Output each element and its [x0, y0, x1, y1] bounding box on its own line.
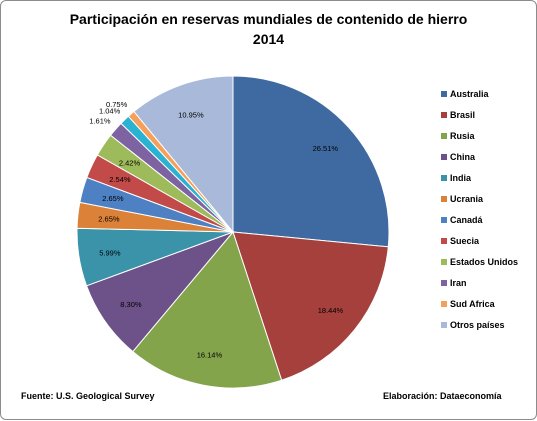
- legend-item-estados-unidos: Estados Unidos: [441, 256, 518, 268]
- legend-label: Estados Unidos: [450, 257, 519, 267]
- legend-item-otros-paises: Otros países: [441, 319, 505, 331]
- data-label-canada: 2.65%: [102, 194, 124, 203]
- legend-item-canada: Canadá: [441, 214, 483, 226]
- legend-label: Iran: [450, 278, 467, 288]
- legend-label: Sud Africa: [450, 299, 495, 309]
- legend-swatch: [441, 154, 447, 160]
- chart-title-line-1: Participación en reservas mundiales de c…: [69, 11, 468, 27]
- legend-item-ucrania: Ucrania: [441, 193, 483, 205]
- legend-swatch: [441, 175, 447, 181]
- legend-item-iran: Iran: [441, 277, 467, 289]
- data-label-sud-africa: 1.04%: [99, 106, 121, 115]
- legend-item-suecia: Suecia: [441, 235, 479, 247]
- data-label-brasil: 18.44%: [318, 306, 344, 315]
- legend-label: Suecia: [450, 236, 480, 246]
- data-label-india: 5.99%: [99, 248, 121, 257]
- chart-title: Participación en reservas mundiales de c…: [1, 9, 536, 49]
- data-label-suecia: 2.54%: [109, 175, 131, 184]
- data-label-ucrania: 2.65%: [98, 215, 120, 224]
- legend-swatch: [441, 301, 447, 307]
- pie-slice-brasil: [232, 231, 389, 381]
- footer-credit: Elaboración: Dataeconomía: [383, 391, 502, 401]
- pie-slice-otros-paises-resto: [133, 75, 234, 234]
- legend-item-sud-africa: Sud Africa: [441, 298, 495, 310]
- pie-slice-rusia: [132, 230, 283, 389]
- data-label-iran: 1.61%: [89, 117, 111, 126]
- legend-swatch: [441, 133, 447, 139]
- legend-swatch: [441, 196, 447, 202]
- legend-swatch: [441, 217, 447, 223]
- data-label-china: 8.30%: [120, 300, 142, 309]
- legend-swatch: [441, 112, 447, 118]
- legend-label: Australia: [450, 89, 489, 99]
- legend-item-india: India: [441, 172, 471, 184]
- data-label-rusia: 16.14%: [197, 351, 223, 360]
- legend-label: Rusia: [450, 131, 475, 141]
- legend-item-australia: Australia: [441, 88, 489, 100]
- legend-item-rusia: Rusia: [441, 130, 475, 142]
- legend-label: India: [450, 173, 472, 183]
- data-label-otros-paises: 0.75%: [106, 100, 128, 109]
- legend-swatch: [441, 91, 447, 97]
- footer-source: Fuente: U.S. Geological Survey: [21, 391, 155, 401]
- legend-swatch: [441, 238, 447, 244]
- chart-title-line-2: 2014: [252, 31, 285, 47]
- legend-item-brasil: Brasil: [441, 109, 475, 121]
- legend-swatch: [441, 322, 447, 328]
- legend-item-china: China: [441, 151, 475, 163]
- data-label-otros-paises-resto: 10.95%: [178, 111, 204, 120]
- legend-swatch: [441, 280, 447, 286]
- legend-label: Brasil: [450, 110, 476, 120]
- pie-slice-australia: [232, 75, 390, 248]
- data-label-australia: 26.51%: [313, 144, 339, 153]
- legend-swatch: [441, 259, 447, 265]
- legend-label: China: [450, 152, 476, 162]
- legend-label: Otros países: [450, 320, 505, 330]
- legend-label: Ucrania: [450, 194, 484, 204]
- legend-label: Canadá: [450, 215, 483, 225]
- data-label-estados-unidos: 2.42%: [119, 158, 141, 167]
